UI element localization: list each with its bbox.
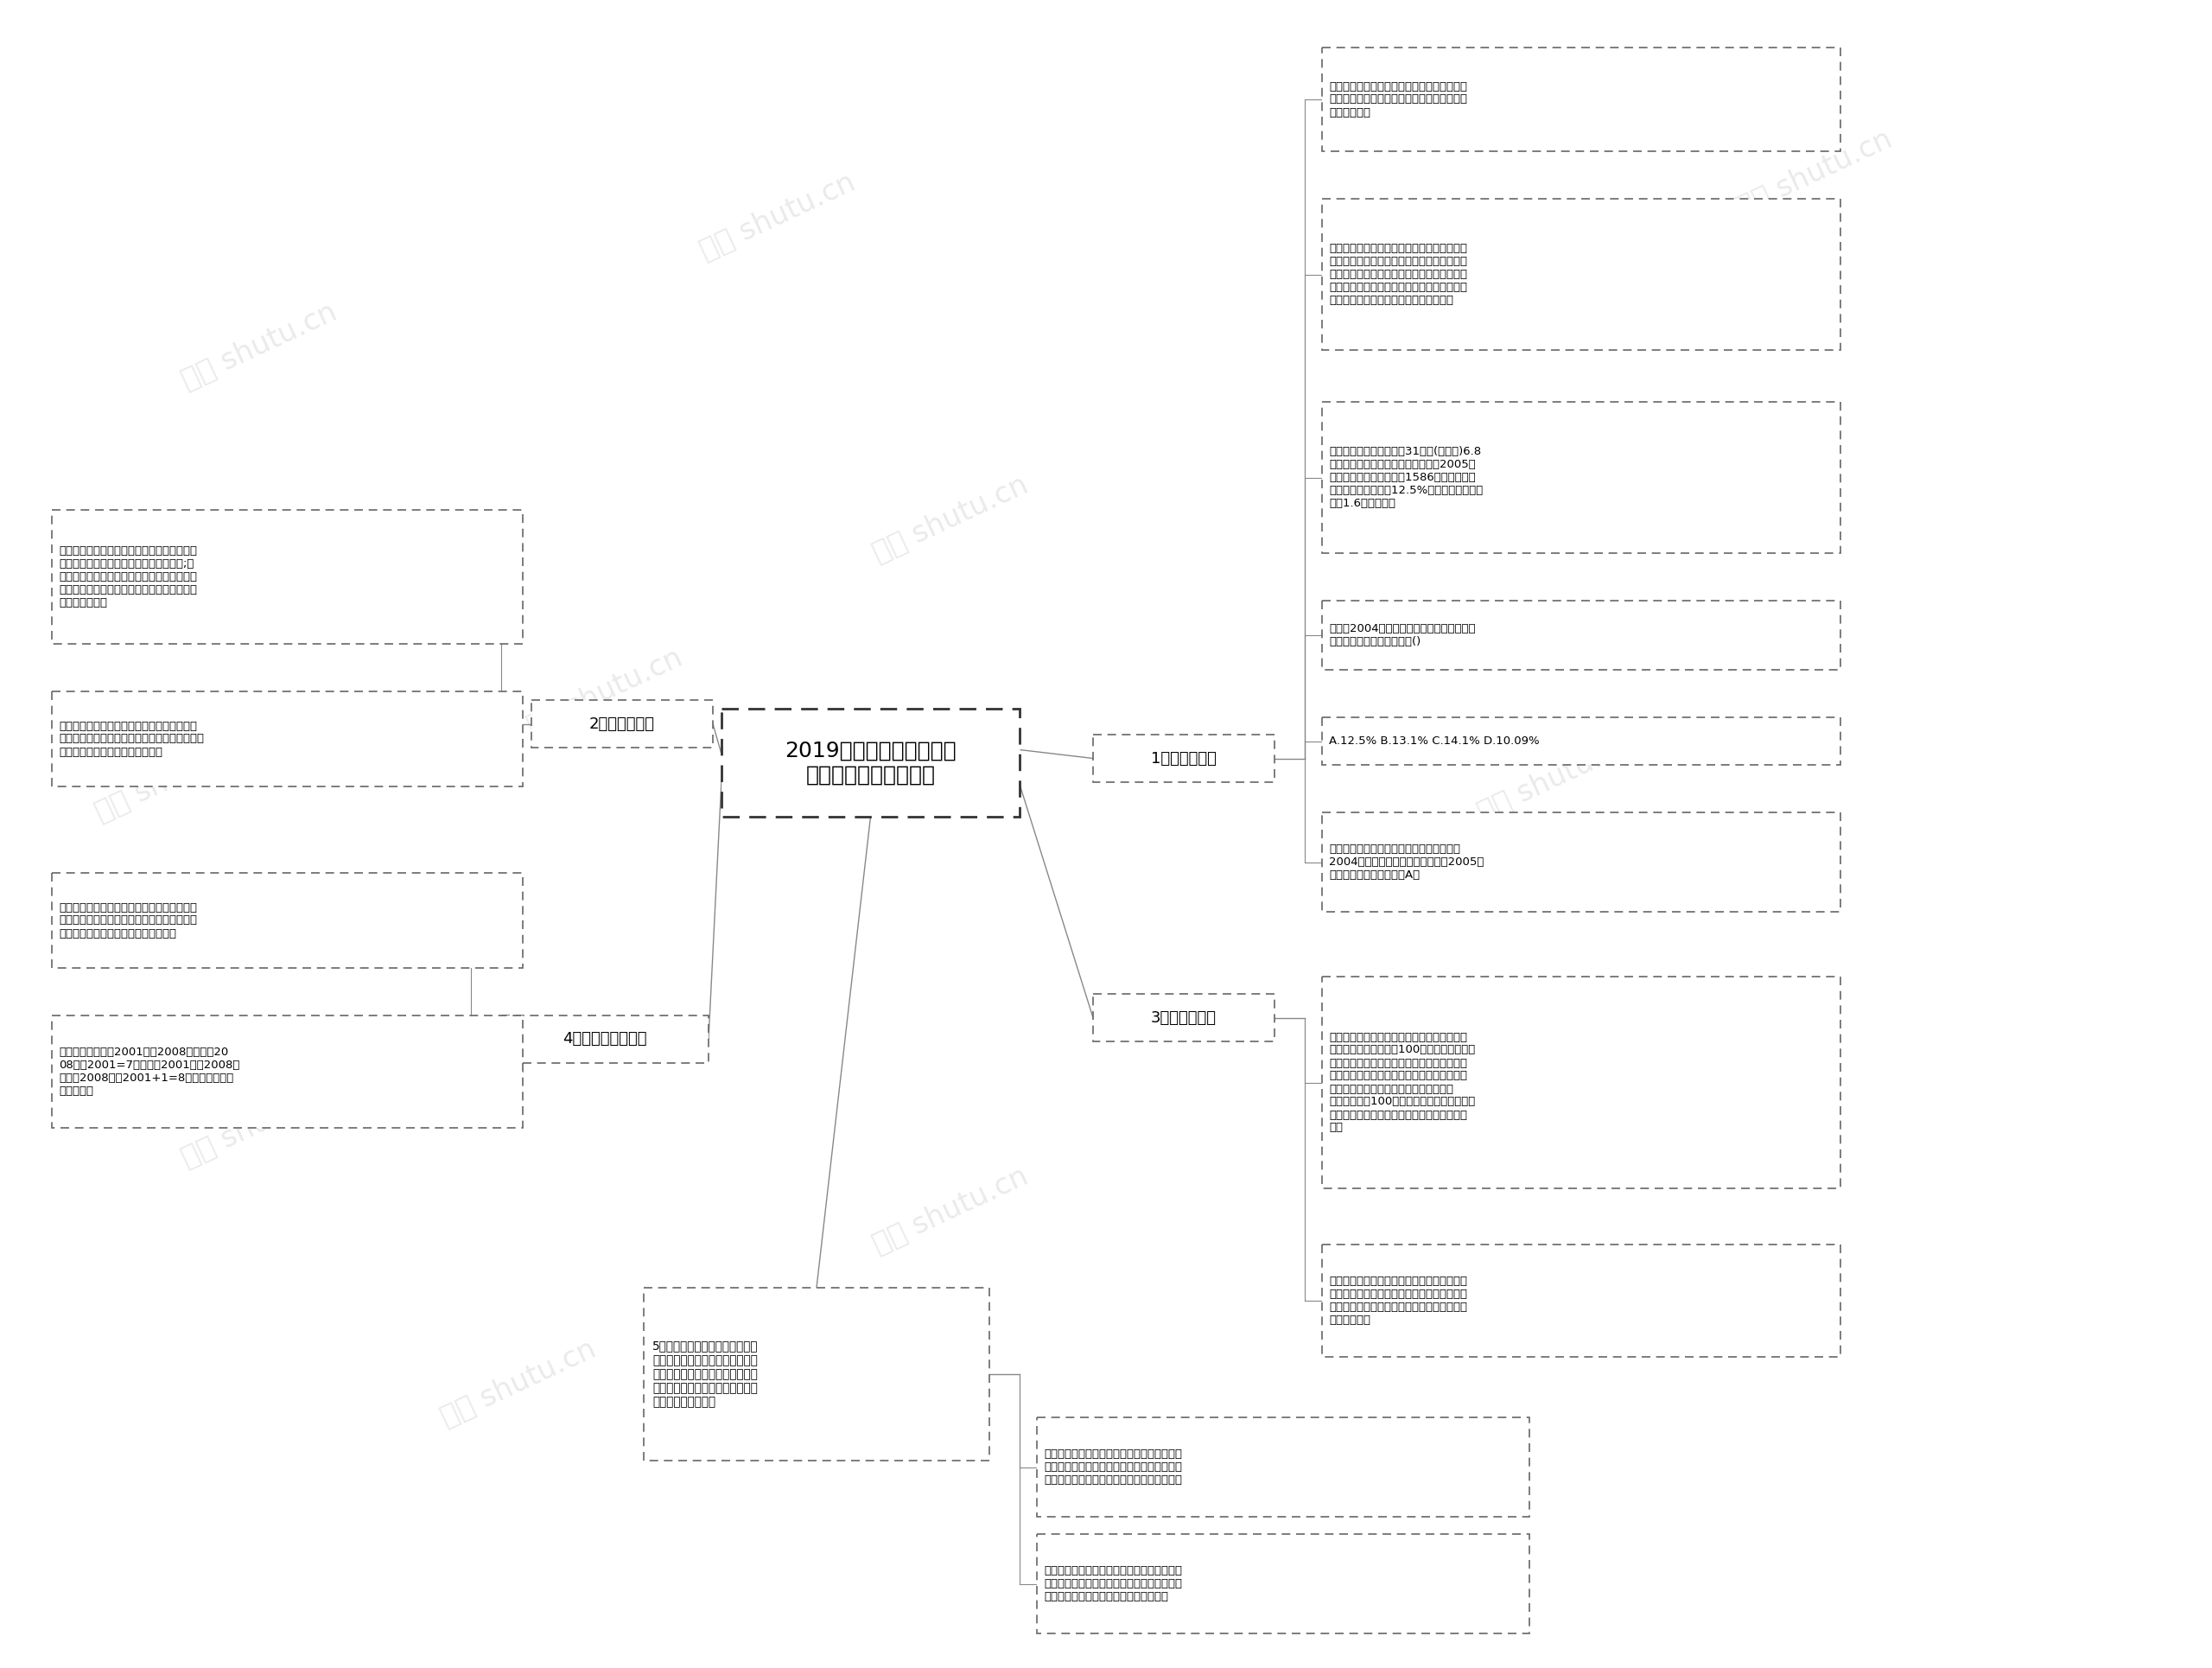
FancyBboxPatch shape [1323,600,1840,671]
Text: 树图 shutu.cn: 树图 shutu.cn [695,167,860,265]
Text: 树图 shutu.cn: 树图 shutu.cn [1387,210,1551,307]
FancyBboxPatch shape [1323,402,1840,554]
Text: 树图 shutu.cn: 树图 shutu.cn [177,1076,341,1173]
Text: 在含有年份数据的资料中，经常会考查诸如平
均增长额和年均则增长额之类的题目，这时需
要确定从起始年份到末尾年份的问题。: 在含有年份数据的资料中，经常会考查诸如平 均增长额和年均则增长额之类的题目，这时… [60,902,197,939]
Text: A.12.5% B.13.1% C.14.1% D.10.09%: A.12.5% B.13.1% C.14.1% D.10.09% [1329,736,1540,747]
Text: 题目中的注意点多种多样，上述的这些只是其
中的几个，虽然看起来好像防不胜防，但是冷
静清醒的头脑是解决一切注意点的好招。: 题目中的注意点多种多样，上述的这些只是其 中的几个，虽然看起来好像防不胜防，但是… [1044,1565,1181,1603]
Text: 树图 shutu.cn: 树图 shutu.cn [522,642,688,741]
FancyBboxPatch shape [1323,976,1840,1188]
Text: 树图 shutu.cn: 树图 shutu.cn [1732,125,1896,222]
Text: 树图 shutu.cn: 树图 shutu.cn [436,1334,602,1431]
FancyBboxPatch shape [51,692,522,787]
Text: 题目：2004年上半年半年农民现金收入，扣
除价格影响因素，实际增长(): 题目：2004年上半年半年农民现金收入，扣 除价格影响因素，实际增长() [1329,624,1475,647]
FancyBboxPatch shape [51,510,522,644]
FancyBboxPatch shape [1037,1418,1528,1516]
Text: 树图 shutu.cn: 树图 shutu.cn [91,729,254,826]
Text: 树图 shutu.cn: 树图 shutu.cn [869,470,1033,567]
FancyBboxPatch shape [1323,717,1840,766]
Text: 在资料分析题目中，经常会出现一些单位混用
的情况，如千米与里，米与尺，公顷与亩;甚
至有时候还会出现一些不常用的单位，如百万
元等，但在题干或选项中使用的却是另: 在资料分析题目中，经常会出现一些单位混用 的情况，如千米与里，米与尺，公顷与亩;… [60,545,197,609]
FancyBboxPatch shape [644,1288,989,1461]
FancyBboxPatch shape [531,701,712,747]
Text: 2019年国家公务员行测技
巧：资料分析答题方法: 2019年国家公务员行测技 巧：资料分析答题方法 [785,741,956,786]
Text: 【应对措施】时间注意点是资料分析中最常见
的注意点之一。考生遇到这种题目时应本着逆
向思维的原理。答案直接显示在题干中的情况
应当引起足够的重视，判断是否真实可: 【应对措施】时间注意点是资料分析中最常见 的注意点之一。考生遇到这种题目时应本着… [1329,244,1467,305]
Text: 【应对措施】考生在面对这种注意点时要注意
题干的要求范围，选项如果超出题干的要求范
围，即使符合原文条件，也不是正确的答案。: 【应对措施】考生在面对这种注意点时要注意 题干的要求范围，选项如果超出题干的要求… [1044,1448,1181,1486]
FancyBboxPatch shape [1323,812,1840,912]
Text: 【注意点剖析】时间注意点，题干中问的是
2004年上半年，而材料中所给的是2005年
上半年，容易混淆而错选A。: 【注意点剖析】时间注意点，题干中问的是 2004年上半年，而材料中所给的是200… [1329,844,1484,881]
FancyBboxPatch shape [1037,1535,1528,1633]
FancyBboxPatch shape [1323,1244,1840,1356]
Text: 树图 shutu.cn: 树图 shutu.cn [1473,729,1637,826]
Text: 3、指数注意点: 3、指数注意点 [1150,1009,1217,1026]
Text: 2、单位注意点: 2、单位注意点 [588,716,655,732]
FancyBboxPatch shape [51,872,522,967]
Text: 材料：国家统计局对全国31个省(市、区)6.8
万个农村住户的抽样调查结果显示，2005年
上半年农民现金收入人均1586元，扣除价格
影响因素，实际增长12.: 材料：国家统计局对全国31个省(市、区)6.8 万个农村住户的抽样调查结果显示，… [1329,445,1482,509]
Text: 树图 shutu.cn: 树图 shutu.cn [1559,1248,1723,1344]
FancyBboxPatch shape [1323,198,1840,350]
FancyBboxPatch shape [721,709,1020,817]
Text: 在经济生活中，一般都会用到两种指数，一种
是以特定时期的数据为100，之后期间的数据
全部根据这个时期的数据来计算指数，则期改
变，但指数的基数不变。最常见的例: 在经济生活中，一般都会用到两种指数，一种 是以特定时期的数据为100，之后期间的… [1329,1031,1475,1134]
Text: 【应对措施】如从2001年到2008年间隔了20
08减去2001=7月份，但2001年到2008年
一共有2008减去2001+1=8年，这两个数值
不要弄混: 【应对措施】如从2001年到2008年间隔了20 08减去2001=7月份，但2… [60,1046,239,1098]
Text: 5、题干要求注意点是指有意把题
干中对事物的一部分所做的判断扩
大到全体。这类题目故意放大某部
分的篇幅企图抓住考生的眼球，往
错误的方向上指引。: 5、题干要求注意点是指有意把题 干中对事物的一部分所做的判断扩 大到全体。这类题… [653,1339,759,1408]
Text: 4、间隔年份注意点: 4、间隔年份注意点 [562,1031,646,1048]
Text: 【应对措施】在题目中出现单位时，考生要谨
记对单位之间进行换算，避免出现计算正确了，
但是答案却选择错误的这种局面。: 【应对措施】在题目中出现单位时，考生要谨 记对单位之间进行换算，避免出现计算正确… [60,721,204,757]
Text: 树图 shutu.cn: 树图 shutu.cn [177,297,341,394]
FancyBboxPatch shape [51,1016,522,1128]
FancyBboxPatch shape [502,1016,708,1063]
FancyBboxPatch shape [1093,734,1274,782]
Text: 【应对措施】专家提醒考生，在资料分析题中
的指数一般是第二种形式，在做题时认真辨别
是何种形式，不要误认为是第一种形式而做出
错误的选择。: 【应对措施】专家提醒考生，在资料分析题中 的指数一般是第二种形式，在做题时认真辨… [1329,1276,1467,1326]
Text: 这类题目往往给出与原文相近的时间、日期，
并在选项中给出与原文的数据以混淆视听，扰
乱考生视线。: 这类题目往往给出与原文相近的时间、日期， 并在选项中给出与原文的数据以混淆视听，… [1329,80,1467,118]
Text: 树图 shutu.cn: 树图 shutu.cn [869,1161,1033,1258]
FancyBboxPatch shape [1093,994,1274,1041]
Text: 1、时间注意点: 1、时间注意点 [1150,751,1217,766]
FancyBboxPatch shape [1323,47,1840,152]
